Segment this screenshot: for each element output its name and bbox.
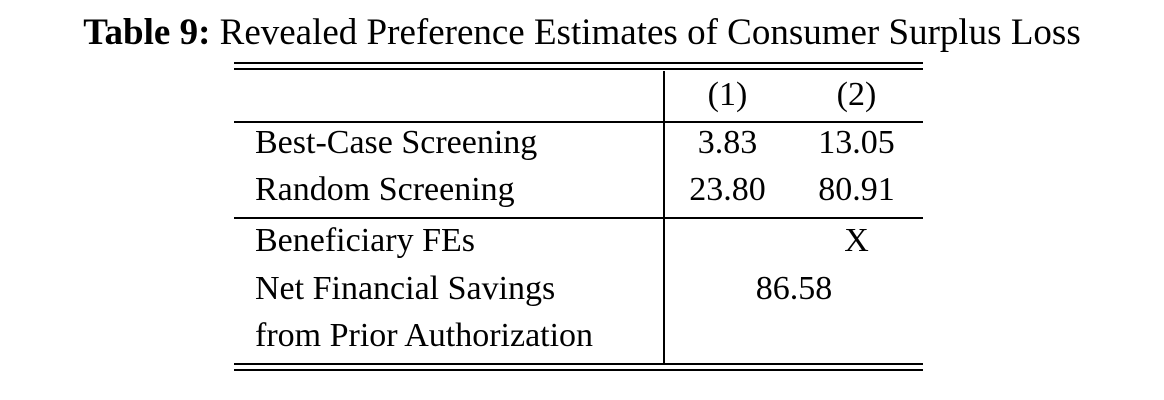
row-label-random: Random Screening	[255, 171, 515, 208]
row-label-net-savings-line2: from Prior Authorization	[255, 317, 594, 354]
cell-fes-col2: X	[844, 222, 869, 259]
cell-random-col1: 23.80	[689, 171, 766, 208]
table-number: Table 9:	[83, 12, 211, 53]
cell-best-case-col1: 3.83	[697, 124, 758, 161]
column-header-1: (1)	[707, 76, 748, 113]
row-label-beneficiary-fes: Beneficiary FEs	[255, 222, 475, 259]
top-rule-inner	[234, 68, 923, 70]
bottom-rule-outer	[234, 369, 923, 371]
header-rule	[234, 121, 923, 123]
results-table: (1) (2) Best-Case Screening 3.83 13.05 R…	[234, 62, 923, 374]
bottom-rule-inner	[234, 363, 923, 365]
cell-best-case-col2: 13.05	[818, 124, 895, 161]
top-rule-outer	[234, 62, 923, 64]
body-rule	[234, 217, 923, 219]
cell-net-savings-value: 86.58	[755, 270, 833, 307]
row-label-net-savings-line1: Net Financial Savings	[255, 270, 556, 307]
cell-random-col2: 80.91	[818, 171, 895, 208]
table-title: Revealed Preference Estimates of Consume…	[219, 12, 1081, 53]
column-header-2: (2)	[836, 76, 877, 113]
row-label-best-case: Best-Case Screening	[255, 124, 538, 161]
table-caption: Table 9: Revealed Preference Estimates o…	[0, 10, 1164, 56]
